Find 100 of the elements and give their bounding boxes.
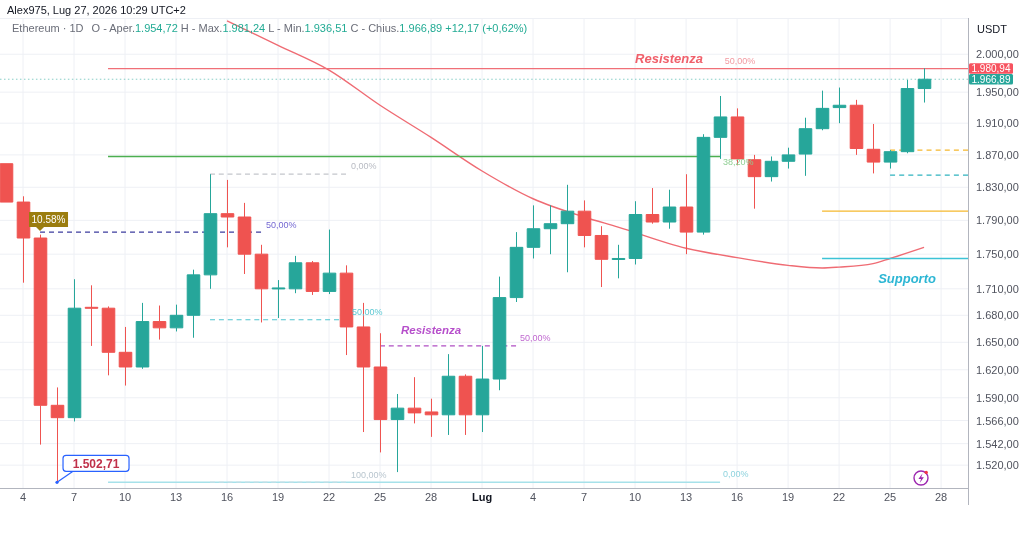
candlestick bbox=[798, 117, 813, 177]
candlestick bbox=[254, 244, 269, 323]
y-axis-title: USDT bbox=[977, 23, 1008, 35]
y-tick-label: 1.830,00 bbox=[976, 181, 1019, 194]
candlestick bbox=[628, 200, 643, 265]
candlestick bbox=[645, 187, 660, 225]
x-tick-label: 7 bbox=[70, 491, 78, 503]
candlestick bbox=[883, 149, 898, 170]
y-tick-label: 1.950,00 bbox=[976, 86, 1019, 99]
candlestick bbox=[577, 199, 592, 248]
y-tick-label: 1.620,00 bbox=[976, 363, 1019, 376]
candlestick bbox=[781, 147, 796, 170]
annotation: 10.58% bbox=[31, 214, 66, 226]
candlestick bbox=[526, 204, 541, 259]
candlestick bbox=[186, 269, 201, 339]
x-tick-label: 25 bbox=[373, 491, 387, 503]
annotation: 50,00% bbox=[724, 55, 756, 66]
candlestick bbox=[713, 95, 728, 160]
candlestick bbox=[169, 304, 184, 332]
candlestick bbox=[696, 133, 711, 236]
annotation: 50,00% bbox=[266, 220, 297, 231]
x-tick-label: 7 bbox=[581, 491, 588, 503]
candlestick bbox=[305, 260, 320, 296]
candlestick bbox=[815, 90, 830, 131]
candlestick bbox=[832, 87, 847, 124]
x-tick-label: 28 bbox=[934, 491, 948, 503]
candlestick bbox=[84, 284, 99, 347]
candlestick bbox=[271, 279, 286, 319]
candlestick bbox=[917, 67, 932, 104]
candlestick bbox=[33, 234, 48, 446]
annotation: 0,00% bbox=[351, 161, 377, 172]
annotation: Resistenza bbox=[635, 50, 704, 66]
candlestick bbox=[543, 204, 558, 255]
candlestick bbox=[424, 398, 439, 438]
candlestick bbox=[0, 163, 14, 203]
chart-title: Ethereum · 1D bbox=[12, 22, 84, 34]
y-tick-label: 1.542,00 bbox=[976, 437, 1019, 450]
x-tick-label: 13 bbox=[679, 491, 693, 503]
y-tick-label: 1.566,00 bbox=[976, 414, 1019, 427]
annotation: Resistenza bbox=[401, 323, 462, 336]
candlestick bbox=[152, 305, 167, 341]
y-tick-label: 1.910,00 bbox=[976, 117, 1019, 130]
candlestick bbox=[220, 179, 235, 248]
x-tick-label: 13 bbox=[169, 491, 183, 503]
candlestick bbox=[135, 302, 150, 370]
candlestick bbox=[458, 373, 473, 436]
annotation: 0,00% bbox=[723, 469, 749, 480]
candlestick bbox=[611, 244, 626, 279]
y-tick-label: 1.870,00 bbox=[976, 148, 1019, 161]
x-tick-label: 22 bbox=[832, 491, 846, 503]
candlestick bbox=[594, 225, 609, 288]
annotation: 50,00% bbox=[520, 332, 551, 343]
candlestick bbox=[16, 195, 31, 284]
x-tick-label: 19 bbox=[271, 491, 285, 503]
y-tick-label: 1.790,00 bbox=[976, 214, 1019, 227]
x-tick-label: Lug bbox=[471, 491, 493, 503]
candlestick bbox=[560, 184, 575, 273]
x-tick-label: 22 bbox=[322, 491, 336, 503]
candlestick bbox=[662, 189, 677, 230]
candlestick bbox=[101, 305, 116, 376]
candlestick bbox=[322, 229, 337, 295]
candlestick bbox=[203, 173, 218, 290]
candlestick bbox=[67, 278, 82, 422]
y-tick-label: 1.750,00 bbox=[976, 248, 1019, 261]
x-tick-label: 4 bbox=[529, 491, 537, 503]
candlestick bbox=[866, 123, 881, 174]
candlestick bbox=[390, 393, 405, 473]
candlestick bbox=[900, 79, 915, 154]
x-tick-label: 10 bbox=[118, 491, 132, 503]
candlestick bbox=[407, 376, 422, 424]
candlestick bbox=[118, 326, 133, 387]
ref-line-label: 1.966,89 bbox=[971, 73, 1011, 85]
x-tick-label: 19 bbox=[781, 491, 795, 503]
candlestick bbox=[509, 231, 524, 303]
x-tick-label: 16 bbox=[730, 491, 744, 503]
candlestick bbox=[288, 255, 303, 294]
candlestick bbox=[339, 264, 354, 356]
candlestick bbox=[764, 155, 779, 183]
y-tick-label: 1.680,00 bbox=[976, 309, 1019, 322]
y-tick-label: 1.590,00 bbox=[976, 391, 1019, 404]
x-tick-label: 4 bbox=[19, 491, 27, 503]
y-tick-label: 2.000,00 bbox=[976, 48, 1019, 61]
candlestick bbox=[679, 173, 694, 255]
x-tick-label: 25 bbox=[883, 491, 897, 503]
annotation: 1.980,94 bbox=[971, 63, 1011, 75]
candlestick bbox=[492, 276, 507, 391]
y-tick-label: 1.710,00 bbox=[976, 282, 1019, 295]
candlestick bbox=[849, 99, 864, 156]
candlestick bbox=[475, 345, 490, 433]
annotation: Supporto bbox=[878, 271, 937, 287]
y-tick-label: 1.520,00 bbox=[976, 459, 1019, 472]
x-tick-label: 28 bbox=[424, 491, 438, 503]
text: Alex975, Lug 27, 2026 10:29 UTC+2 bbox=[7, 4, 186, 16]
candlestick bbox=[373, 332, 388, 453]
annotation: 1.502,71 bbox=[72, 456, 120, 471]
annotation: 100,00% bbox=[351, 470, 387, 481]
candlestick bbox=[237, 202, 252, 275]
x-tick-label: 10 bbox=[628, 491, 642, 503]
x-tick-label: 16 bbox=[220, 491, 234, 503]
y-tick-label: 1.650,00 bbox=[976, 336, 1019, 349]
